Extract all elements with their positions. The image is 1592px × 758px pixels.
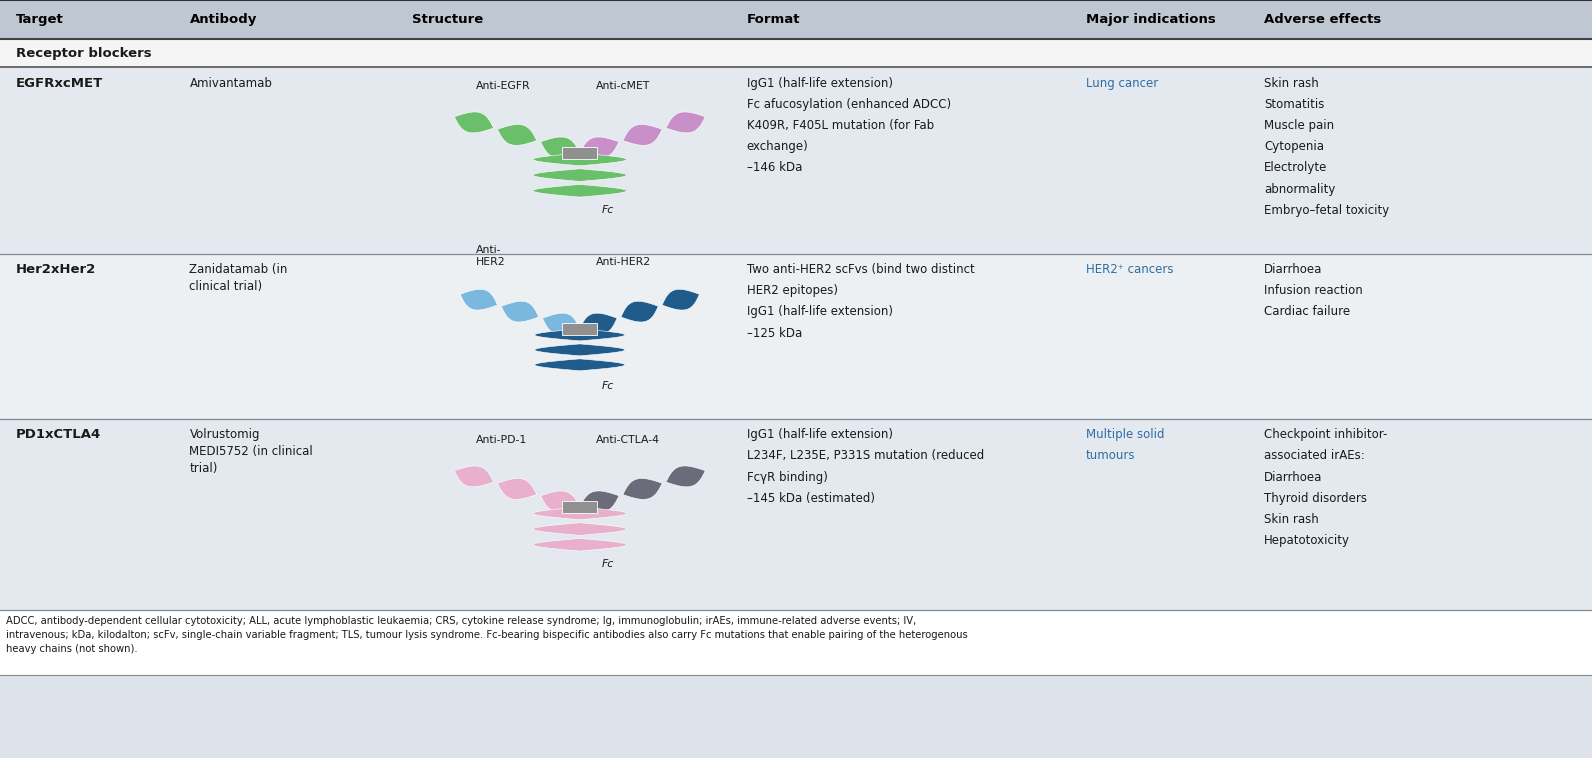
Text: Fc: Fc <box>602 559 615 569</box>
FancyBboxPatch shape <box>562 148 597 159</box>
Polygon shape <box>622 124 662 146</box>
Text: –125 kDa: –125 kDa <box>747 327 802 340</box>
Bar <box>0 67 1592 254</box>
Text: Anti-EGFR: Anti-EGFR <box>476 81 532 91</box>
Polygon shape <box>579 491 619 512</box>
Text: Volrustomig
MEDI5752 (in clinical
trial): Volrustomig MEDI5752 (in clinical trial) <box>189 428 314 475</box>
Text: Diarrhoea: Diarrhoea <box>1264 263 1323 276</box>
Text: Electrolyte: Electrolyte <box>1264 161 1328 174</box>
Text: ADCC, antibody-dependent cellular cytotoxicity; ALL, acute lymphoblastic leukaem: ADCC, antibody-dependent cellular cytoto… <box>6 616 968 654</box>
Polygon shape <box>533 153 627 166</box>
Polygon shape <box>497 124 537 146</box>
Text: Receptor blockers: Receptor blockers <box>16 46 151 60</box>
Polygon shape <box>454 112 494 133</box>
Bar <box>0 610 1592 675</box>
Text: IgG1 (half-life extension): IgG1 (half-life extension) <box>747 77 893 89</box>
Polygon shape <box>621 301 657 322</box>
Polygon shape <box>535 329 626 341</box>
Text: IgG1 (half-life extension): IgG1 (half-life extension) <box>747 305 893 318</box>
Bar <box>0 419 1592 610</box>
Text: Fc: Fc <box>602 381 615 391</box>
Text: Muscle pain: Muscle pain <box>1264 119 1334 132</box>
Text: Amivantamab: Amivantamab <box>189 77 272 89</box>
FancyBboxPatch shape <box>562 323 597 335</box>
Text: Embryo–fetal toxicity: Embryo–fetal toxicity <box>1264 204 1390 217</box>
Text: Diarrhoea: Diarrhoea <box>1264 471 1323 484</box>
Text: PD1xCTLA4: PD1xCTLA4 <box>16 428 102 441</box>
Text: Fc: Fc <box>602 205 615 215</box>
Polygon shape <box>579 313 618 334</box>
Text: Anti-cMET: Anti-cMET <box>595 81 650 91</box>
Polygon shape <box>665 112 705 133</box>
Polygon shape <box>541 137 579 158</box>
Text: Cytopenia: Cytopenia <box>1264 140 1325 153</box>
Text: Multiple solid: Multiple solid <box>1086 428 1164 441</box>
Text: abnormality: abnormality <box>1264 183 1336 196</box>
Polygon shape <box>662 290 699 310</box>
Polygon shape <box>454 466 494 487</box>
Bar <box>0 0 1592 39</box>
Text: Anti-PD-1: Anti-PD-1 <box>476 435 527 445</box>
Polygon shape <box>622 478 662 500</box>
Polygon shape <box>579 137 619 158</box>
Text: Skin rash: Skin rash <box>1264 513 1318 526</box>
Text: L234F, L235E, P331S mutation (reduced: L234F, L235E, P331S mutation (reduced <box>747 449 984 462</box>
Text: Skin rash: Skin rash <box>1264 77 1318 89</box>
Text: Anti-CTLA-4: Anti-CTLA-4 <box>595 435 659 445</box>
Polygon shape <box>497 478 537 500</box>
FancyBboxPatch shape <box>562 502 597 513</box>
Polygon shape <box>533 169 627 181</box>
Text: tumours: tumours <box>1086 449 1135 462</box>
Text: Two anti-HER2 scFvs (bind two distinct: Two anti-HER2 scFvs (bind two distinct <box>747 263 974 276</box>
Polygon shape <box>543 313 579 334</box>
Polygon shape <box>533 507 627 520</box>
Text: HER2⁺ cancers: HER2⁺ cancers <box>1086 263 1173 276</box>
Polygon shape <box>541 491 579 512</box>
Text: Lung cancer: Lung cancer <box>1086 77 1157 89</box>
Text: Anti-
HER2: Anti- HER2 <box>476 246 506 267</box>
Polygon shape <box>665 466 705 487</box>
Text: Hepatotoxicity: Hepatotoxicity <box>1264 534 1350 547</box>
Text: –145 kDa (estimated): –145 kDa (estimated) <box>747 492 874 505</box>
Text: Zanidatamab (in
clinical trial): Zanidatamab (in clinical trial) <box>189 263 288 293</box>
Text: exchange): exchange) <box>747 140 809 153</box>
Bar <box>0 39 1592 67</box>
Polygon shape <box>535 359 626 371</box>
Text: Checkpoint inhibitor-: Checkpoint inhibitor- <box>1264 428 1387 441</box>
Text: Thyroid disorders: Thyroid disorders <box>1264 492 1368 505</box>
Text: Adverse effects: Adverse effects <box>1264 13 1382 26</box>
Polygon shape <box>460 290 497 310</box>
Text: Format: Format <box>747 13 801 26</box>
Text: Fc afucosylation (enhanced ADCC): Fc afucosylation (enhanced ADCC) <box>747 98 950 111</box>
Polygon shape <box>533 523 627 535</box>
Text: Stomatitis: Stomatitis <box>1264 98 1325 111</box>
Text: Structure: Structure <box>412 13 484 26</box>
Text: Her2xHer2: Her2xHer2 <box>16 263 96 276</box>
Text: HER2 epitopes): HER2 epitopes) <box>747 284 837 297</box>
Bar <box>0 254 1592 419</box>
Text: Cardiac failure: Cardiac failure <box>1264 305 1350 318</box>
Text: FcγR binding): FcγR binding) <box>747 471 828 484</box>
Text: IgG1 (half-life extension): IgG1 (half-life extension) <box>747 428 893 441</box>
Text: Infusion reaction: Infusion reaction <box>1264 284 1363 297</box>
Polygon shape <box>535 344 626 356</box>
Text: Anti-HER2: Anti-HER2 <box>595 257 651 267</box>
Text: Antibody: Antibody <box>189 13 256 26</box>
Polygon shape <box>533 184 627 197</box>
Text: –146 kDa: –146 kDa <box>747 161 802 174</box>
Text: K409R, F405L mutation (for Fab: K409R, F405L mutation (for Fab <box>747 119 935 132</box>
Text: Major indications: Major indications <box>1086 13 1216 26</box>
Text: associated irAEs:: associated irAEs: <box>1264 449 1364 462</box>
Text: Target: Target <box>16 13 64 26</box>
Text: EGFRxcMET: EGFRxcMET <box>16 77 103 89</box>
Polygon shape <box>533 538 627 551</box>
Polygon shape <box>501 301 538 322</box>
